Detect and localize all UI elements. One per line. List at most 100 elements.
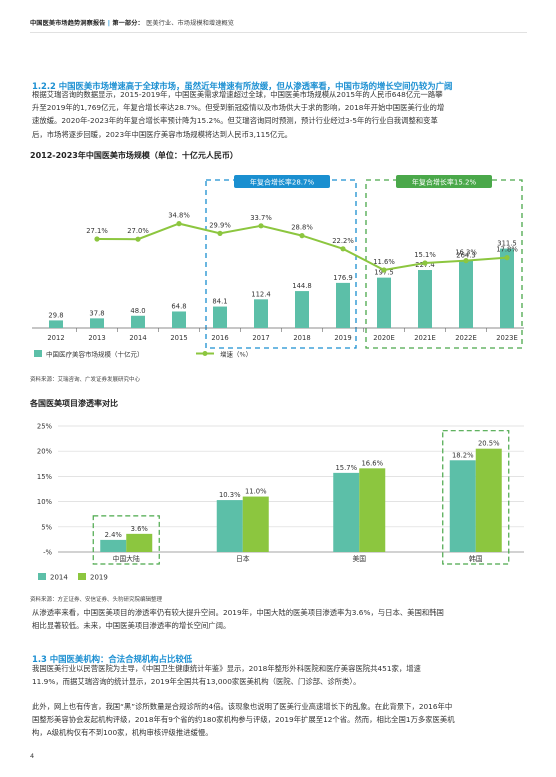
market-bar-label-2019: 176.9: [333, 274, 352, 282]
growth-point-2019: [340, 246, 346, 252]
label-2019-日本: 11.0%: [245, 488, 267, 496]
growth-label-2014: 27.0%: [127, 227, 149, 235]
x-tick-2021E: 2021E: [414, 334, 436, 342]
category-日本: 日本: [236, 554, 250, 563]
market-size-chart: 年复合增长率28.7% 年复合增长率15.2% 29.8 2012 37.8 2013 48…: [32, 175, 524, 359]
section-label: 第一部分：: [112, 20, 144, 27]
label-2014-日本: 10.3%: [219, 491, 241, 499]
growth-label-2016: 29.9%: [209, 221, 231, 229]
y-tick-0: -%: [43, 549, 52, 557]
growth-point-2021E: [422, 260, 428, 266]
header-separator: |: [107, 20, 111, 27]
growth-label-2019: 22.2%: [332, 237, 354, 245]
market-bar-label-2018: 144.8: [292, 282, 311, 290]
bar-2019-中国大陆: [126, 533, 153, 552]
growth-label-2018: 28.8%: [291, 224, 313, 232]
x-tick-2012: 2012: [47, 334, 64, 342]
bar-2014-韩国: [449, 460, 476, 552]
category-中国大陆: 中国大陆: [113, 554, 140, 563]
growth-label-2015: 34.8%: [168, 212, 190, 220]
cagr-label-left-bg: [234, 175, 330, 188]
cagr-box-left: [205, 179, 357, 349]
growth-point-2023E: [504, 255, 510, 261]
growth-label-2023E: 17.8%: [496, 246, 518, 254]
market-bar-label-2023E: 311.5: [497, 240, 516, 248]
penetration-chart: 25% 20% 15% 10% 5% -% 2.4% 3.6% 中国大陆 10.3% 11.0% 日本…: [37, 423, 524, 582]
x-tick-2019: 2019: [334, 334, 351, 342]
label-2014-韩国: 18.2%: [452, 451, 474, 459]
market-bar-2019: [336, 282, 350, 328]
label-2019-美国: 16.6%: [361, 459, 383, 467]
y-tick-5: 5%: [41, 523, 52, 531]
cagr-label-left: 年复合增长率28.7%: [250, 178, 315, 187]
label-2014-中国大陆: 2.4%: [105, 531, 123, 539]
x-tick-2016: 2016: [211, 334, 228, 342]
market-bar-2012: [49, 320, 63, 328]
bar-2014-中国大陆: [100, 539, 127, 552]
legend-bar-label: 中国医疗美容市场规模（十亿元）: [46, 350, 144, 359]
bar-2014-美国: [333, 472, 360, 552]
y-tick-10: 10%: [37, 498, 53, 506]
x-tick-2022E: 2022E: [455, 334, 477, 342]
bar-2014-日本: [216, 500, 243, 552]
section-13-paragraph-2: 此外，网上也有传言，我国“黑”诊所数量是合规诊所的4倍。该现象也说明了医美行业高…: [32, 702, 455, 738]
section-13-title: 1.3 中国医美机构：合法合规机构占比较低: [32, 654, 193, 664]
bar-2019-韩国: [475, 448, 502, 552]
label-2014-美国: 15.7%: [335, 464, 357, 472]
y-tick-20: 20%: [37, 448, 53, 456]
market-bar-2016: [213, 306, 227, 328]
growth-point-2014: [135, 236, 141, 242]
market-bar-label-2017: 112.4: [251, 290, 270, 298]
growth-point-2016: [217, 230, 223, 236]
chart2-title: 各国医美项目渗透率对比: [30, 399, 118, 408]
cagr-label-right: 年复合增长率15.2%: [412, 178, 477, 187]
category-美国: 美国: [352, 554, 366, 563]
market-bar-2023E: [500, 248, 514, 328]
growth-label-2017: 33.7%: [250, 214, 272, 222]
header-divider: [30, 32, 527, 33]
growth-point-2022E: [463, 258, 469, 264]
section-13-paragraph-1: 我国医美行业以民营医院为主导，《中国卫生健康统计年鉴》显示，2018年整形外科医…: [32, 664, 421, 687]
bar-2019-美国: [359, 468, 386, 552]
market-bar-2021E: [418, 270, 432, 328]
x-tick-2018: 2018: [293, 334, 310, 342]
market-bar-label-2022E: 264.3: [456, 252, 475, 260]
market-bar-label-2012: 29.8: [48, 311, 63, 319]
legend-2014-swatch: [38, 573, 46, 580]
market-bar-label-2020E: 197.5: [374, 269, 393, 277]
y-tick-15: 15%: [37, 473, 53, 481]
report-title: 中国医美市场趋势洞察报告: [30, 20, 106, 27]
chart2-source: 资料来源：方正证券、安信证券、头豹研究院编辑整理: [30, 597, 163, 603]
label-2019-韩国: 20.5%: [478, 440, 500, 448]
x-tick-2017: 2017: [252, 334, 269, 342]
market-bar-2013: [90, 318, 104, 328]
section-122-paragraph: 根据艾瑞咨询的数据显示，2015-2019年，中国医美需求增速超过全球，中国医美…: [32, 90, 445, 139]
market-bar-2020E: [377, 277, 391, 328]
market-bar-2018: [295, 291, 309, 328]
legend-line-marker: [202, 351, 208, 356]
y-tick-25: 25%: [37, 423, 53, 431]
chart1-title: 2012-2023年中国医美市场规模（单位：十亿元人民币）: [30, 151, 238, 160]
highlight-box-中国大陆: [92, 515, 160, 565]
section-subtitle: 医美行业、市场规模和增速概览: [146, 20, 235, 27]
category-韩国: 韩国: [469, 554, 483, 563]
x-tick-2023E: 2023E: [496, 334, 518, 342]
market-bar-label-2013: 37.8: [89, 309, 104, 317]
report-header: 中国医美市场趋势洞察报告 | 第一部分： 医美行业、市场规模和增速概览: [30, 18, 234, 27]
growth-label-2021E: 15.1%: [414, 251, 436, 259]
market-bar-2022E: [459, 260, 473, 328]
market-bar-2014: [131, 315, 145, 328]
x-tick-2013: 2013: [88, 334, 105, 342]
growth-point-2017: [258, 223, 264, 229]
highlight-box-韩国: [442, 430, 510, 565]
growth-label-2013: 27.1%: [86, 227, 108, 235]
page-number: 4: [30, 752, 35, 760]
section-122-title: 1.2.2 中国医美市场增速高于全球市场，虽然近年增速有所放缓，但从渗透率看，中…: [32, 81, 453, 91]
x-tick-2015: 2015: [170, 334, 187, 342]
growth-point-2015: [176, 221, 182, 227]
penetration-paragraph: 从渗透率来看，中国医美项目的渗透率仍有较大提升空间。2019年，中国大陆的医美项…: [32, 608, 444, 631]
growth-point-2018: [299, 233, 305, 239]
x-tick-2014: 2014: [129, 334, 146, 342]
growth-label-2022E: 16.3%: [455, 249, 477, 257]
legend-2019-label: 2019: [90, 574, 108, 582]
